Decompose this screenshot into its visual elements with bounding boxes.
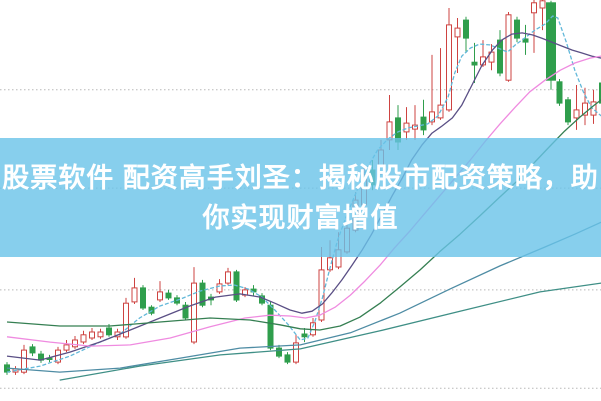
headline-line-1: 股票软件 配资高手刘圣：揭秘股市配资策略，助 (2, 162, 599, 193)
headline-banner: 股票软件 配资高手刘圣：揭秘股市配资策略，助 你实现财富增值 (0, 138, 601, 257)
ma-cyan-dashed (6, 15, 601, 373)
ma-teal (59, 282, 601, 381)
headline-line-2: 你实现财富增值 (202, 202, 399, 233)
